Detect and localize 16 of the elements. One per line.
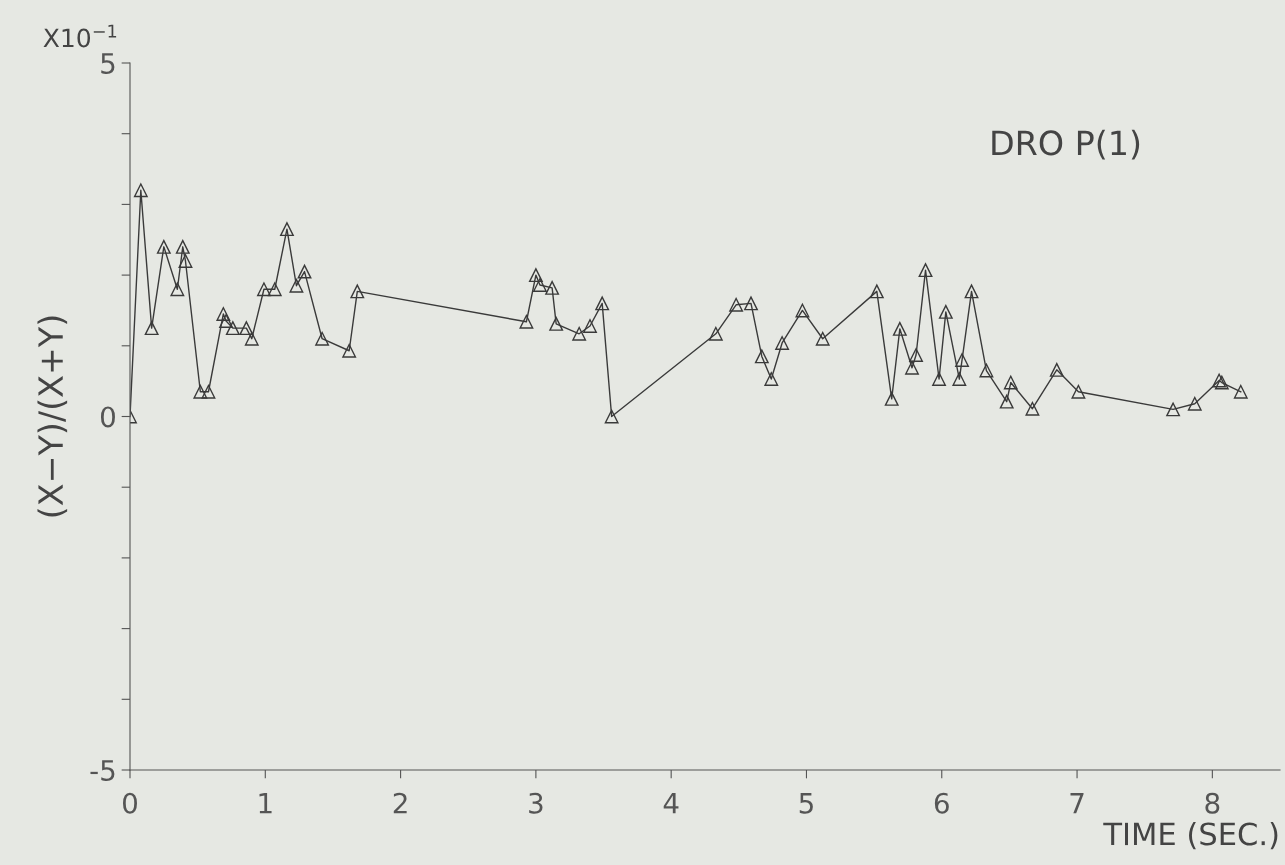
y-tick-label: 0 — [100, 406, 115, 428]
x-axis-title: TIME (SEC.) — [1103, 821, 1278, 850]
y-tick-label: 5 — [101, 53, 115, 74]
y-axis-title: (X−Y)/(X+Y) — [37, 316, 68, 517]
x-tick-label: 4 — [663, 793, 679, 814]
y-tick-label: -5 — [90, 760, 115, 781]
x-tick-label: 3 — [529, 792, 543, 814]
x-tick-label: 2 — [393, 792, 407, 814]
x-tick-label: 5 — [799, 793, 813, 814]
x-tick-label: 1 — [259, 793, 272, 814]
x-tick-label: 6 — [934, 792, 949, 814]
x-tick-label: 0 — [122, 792, 137, 814]
x-tick-label: 7 — [1070, 793, 1084, 814]
text: X10$^{−1}$ — [43, 24, 117, 48]
annotation: DRO P(1) — [992, 129, 1140, 160]
x-tick-label: 8 — [1205, 792, 1220, 814]
